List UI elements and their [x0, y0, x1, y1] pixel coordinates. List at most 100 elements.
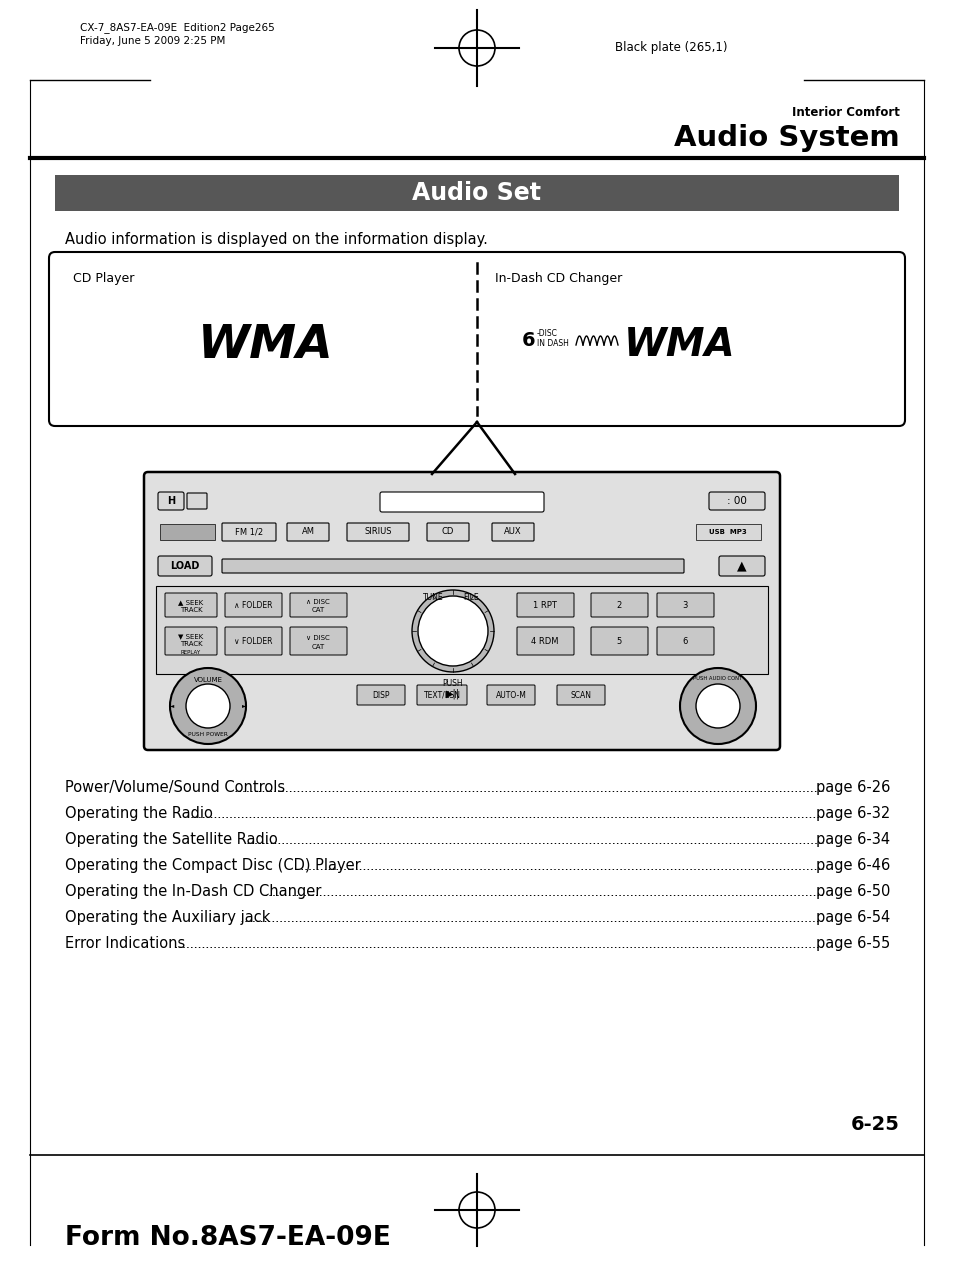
Text: page 6-26: page 6-26: [815, 780, 889, 795]
FancyBboxPatch shape: [517, 627, 574, 655]
FancyBboxPatch shape: [222, 559, 683, 573]
Text: PUSH POWER: PUSH POWER: [188, 731, 228, 736]
Text: DISP: DISP: [372, 690, 390, 699]
FancyBboxPatch shape: [225, 627, 282, 655]
FancyBboxPatch shape: [492, 523, 534, 541]
Text: AM: AM: [301, 528, 314, 537]
FancyBboxPatch shape: [708, 492, 764, 510]
FancyBboxPatch shape: [590, 592, 647, 617]
Text: H: H: [167, 496, 175, 506]
Text: page 6-50: page 6-50: [815, 884, 889, 899]
FancyBboxPatch shape: [557, 685, 604, 705]
Text: Operating the Radio: Operating the Radio: [65, 806, 213, 821]
Text: IN DASH: IN DASH: [537, 338, 568, 347]
Text: 6: 6: [521, 330, 535, 350]
Text: ►: ►: [242, 703, 246, 708]
Text: ▶||: ▶||: [446, 689, 459, 699]
Text: : 00: : 00: [726, 496, 746, 506]
FancyBboxPatch shape: [165, 592, 216, 617]
FancyBboxPatch shape: [347, 523, 409, 541]
Text: PUSH: PUSH: [442, 680, 463, 689]
Bar: [55, 175, 898, 211]
Text: Operating the Auxiliary jack: Operating the Auxiliary jack: [65, 910, 270, 925]
Circle shape: [412, 590, 494, 672]
Text: ▲: ▲: [737, 559, 746, 573]
Text: Black plate (265,1): Black plate (265,1): [615, 41, 727, 54]
Text: CD Player: CD Player: [73, 272, 134, 285]
Text: ◄: ◄: [170, 703, 174, 708]
Text: In-Dash CD Changer: In-Dash CD Changer: [495, 272, 621, 285]
Bar: [696, 524, 760, 540]
FancyBboxPatch shape: [144, 472, 780, 750]
FancyBboxPatch shape: [657, 627, 713, 655]
Bar: [156, 586, 767, 675]
FancyBboxPatch shape: [416, 685, 467, 705]
FancyBboxPatch shape: [290, 627, 347, 655]
FancyBboxPatch shape: [165, 627, 216, 655]
Text: 6: 6: [681, 636, 687, 645]
Text: Audio Set: Audio Set: [412, 181, 541, 206]
Text: page 6-54: page 6-54: [815, 910, 889, 925]
Text: Interior Comfort: Interior Comfort: [791, 105, 899, 118]
FancyBboxPatch shape: [225, 592, 282, 617]
Text: CX-7_8AS7-EA-09E  Edition2 Page265: CX-7_8AS7-EA-09E Edition2 Page265: [80, 22, 274, 33]
Text: page 6-32: page 6-32: [815, 806, 889, 821]
FancyBboxPatch shape: [719, 556, 764, 576]
Text: CAT: CAT: [311, 644, 324, 650]
Text: 6-25: 6-25: [850, 1115, 899, 1133]
Circle shape: [696, 684, 740, 729]
Text: PUSH AUDIO CONT: PUSH AUDIO CONT: [693, 676, 741, 681]
Text: Friday, June 5 2009 2:25 PM: Friday, June 5 2009 2:25 PM: [80, 36, 225, 46]
Text: Error Indications: Error Indications: [65, 935, 185, 951]
Circle shape: [170, 668, 246, 744]
Text: ∧ FOLDER: ∧ FOLDER: [233, 600, 272, 609]
Text: ∧ DISC: ∧ DISC: [306, 599, 330, 605]
Text: page 6-55: page 6-55: [815, 935, 889, 951]
Text: FILE: FILE: [463, 594, 478, 603]
Bar: [160, 524, 214, 540]
Text: VOLUME: VOLUME: [193, 677, 222, 684]
Text: FM 1/2: FM 1/2: [234, 528, 263, 537]
Text: WMA: WMA: [198, 323, 334, 368]
FancyBboxPatch shape: [517, 592, 574, 617]
Circle shape: [679, 668, 755, 744]
Text: 1 RPT: 1 RPT: [533, 600, 557, 609]
Text: SCAN: SCAN: [570, 690, 591, 699]
Text: Audio information is displayed on the information display.: Audio information is displayed on the in…: [65, 233, 487, 247]
FancyBboxPatch shape: [158, 492, 184, 510]
Text: ▼ SEEK: ▼ SEEK: [178, 634, 203, 639]
Text: REPLAY: REPLAY: [181, 649, 201, 654]
FancyBboxPatch shape: [379, 492, 543, 511]
Text: 5: 5: [616, 636, 621, 645]
Text: 2: 2: [616, 600, 621, 609]
Text: TEXT/ESN: TEXT/ESN: [423, 690, 460, 699]
Text: AUX: AUX: [503, 528, 521, 537]
Text: Form No.8AS7-EA-09E: Form No.8AS7-EA-09E: [65, 1225, 391, 1252]
Text: ∨ FOLDER: ∨ FOLDER: [233, 636, 272, 645]
Text: Audio System: Audio System: [674, 123, 899, 152]
Text: Operating the In-Dash CD Changer: Operating the In-Dash CD Changer: [65, 884, 321, 899]
Text: LOAD: LOAD: [171, 562, 199, 571]
Circle shape: [417, 596, 488, 666]
FancyBboxPatch shape: [486, 685, 535, 705]
Text: TUNE: TUNE: [422, 594, 443, 603]
Text: 3: 3: [681, 600, 687, 609]
Circle shape: [186, 684, 230, 729]
Text: WMA: WMA: [623, 326, 735, 364]
FancyBboxPatch shape: [356, 685, 405, 705]
FancyBboxPatch shape: [590, 627, 647, 655]
Text: -DISC: -DISC: [537, 329, 558, 338]
FancyBboxPatch shape: [287, 523, 329, 541]
FancyBboxPatch shape: [187, 493, 207, 509]
Text: SIRIUS: SIRIUS: [364, 528, 392, 537]
Text: ∨ DISC: ∨ DISC: [306, 635, 330, 641]
Text: page 6-34: page 6-34: [815, 831, 889, 847]
Text: 4 RDM: 4 RDM: [531, 636, 558, 645]
Text: AUTO-M: AUTO-M: [495, 690, 526, 699]
Text: USB  MP3: USB MP3: [708, 529, 746, 535]
FancyBboxPatch shape: [290, 592, 347, 617]
FancyBboxPatch shape: [222, 523, 275, 541]
FancyBboxPatch shape: [49, 252, 904, 427]
Text: TRACK: TRACK: [179, 641, 202, 648]
Text: TRACK: TRACK: [179, 607, 202, 613]
